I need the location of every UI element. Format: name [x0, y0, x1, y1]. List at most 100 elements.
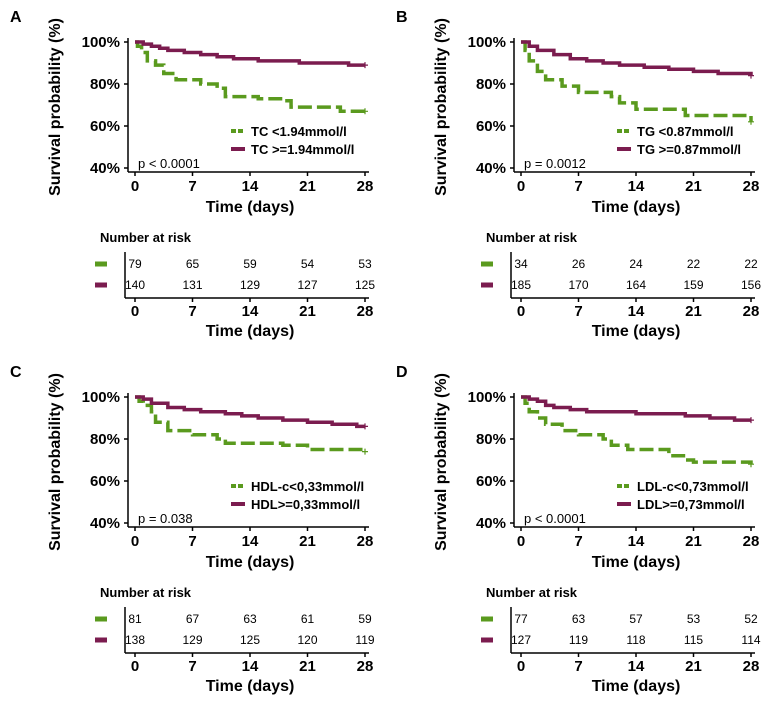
- x-tick-label: 7: [188, 533, 196, 550]
- risk-x-tick-label: 7: [188, 658, 196, 675]
- y-tick-label: 40%: [90, 515, 120, 532]
- legend-label: TC <1.94mmol/l: [251, 124, 347, 139]
- risk-value: 59: [358, 612, 372, 626]
- x-tick-label: 21: [299, 533, 316, 550]
- risk-value: 59: [243, 257, 257, 271]
- risk-value: 61: [301, 612, 315, 626]
- y-tick-label: 80%: [476, 76, 506, 93]
- risk-x-tick-label: 14: [628, 658, 645, 675]
- x-axis-label: Time (days): [206, 554, 295, 571]
- risk-x-tick-label: 0: [131, 658, 139, 675]
- risk-x-tick-label: 21: [685, 658, 702, 675]
- y-axis-label: Survival probability (%): [47, 18, 64, 196]
- risk-x-tick-label: 21: [299, 658, 316, 675]
- risk-value: 164: [626, 278, 646, 292]
- y-tick-label: 80%: [90, 76, 120, 93]
- risk-value: 79: [128, 257, 142, 271]
- censor-mark: [748, 417, 754, 424]
- x-tick-label: 14: [242, 178, 259, 195]
- x-tick-label: 28: [357, 533, 374, 550]
- risk-value: 54: [301, 257, 315, 271]
- y-tick-label: 60%: [90, 118, 120, 135]
- y-tick-label: 100%: [82, 34, 120, 51]
- series-line-high: [521, 395, 751, 422]
- y-tick-label: 60%: [476, 118, 506, 135]
- risk-value: 138: [125, 633, 145, 647]
- risk-value: 77: [514, 612, 528, 626]
- series-line-low: [521, 395, 753, 465]
- risk-x-tick-label: 28: [743, 303, 760, 320]
- risk-value: 129: [240, 278, 260, 292]
- x-tick-label: 21: [685, 178, 702, 195]
- risk-x-tick-label: 14: [242, 658, 259, 675]
- y-tick-label: 100%: [82, 389, 120, 406]
- panel-letter: A: [10, 9, 22, 26]
- y-axis-label: Survival probability (%): [433, 18, 450, 196]
- y-tick-label: 60%: [90, 473, 120, 490]
- risk-x-tick-label: 0: [517, 658, 525, 675]
- risk-value: 127: [297, 278, 317, 292]
- panel-d: D Survival probability (%) 40% 60% 80% 100% 0 7…: [386, 355, 772, 710]
- x-tick-label: 7: [574, 178, 582, 195]
- legend-label: LDL-c<0,73mmol/l: [637, 479, 749, 494]
- risk-value: 129: [182, 633, 202, 647]
- risk-value: 24: [629, 257, 643, 271]
- number-at-risk-title: Number at risk: [486, 230, 578, 245]
- panel-c: C Survival probability (%) 40% 60% 80% 100% 0 7…: [0, 355, 386, 710]
- risk-value: 53: [358, 257, 372, 271]
- risk-x-tick-label: 14: [242, 303, 259, 320]
- x-tick-label: 28: [743, 178, 760, 195]
- x-axis-label: Time (days): [592, 199, 681, 216]
- series-line-low: [135, 40, 365, 114]
- y-tick-label: 80%: [476, 431, 506, 448]
- risk-value: 120: [297, 633, 317, 647]
- risk-value: 185: [511, 278, 531, 292]
- y-axis-label: Survival probability (%): [433, 373, 450, 551]
- risk-value: 125: [240, 633, 260, 647]
- x-axis-label: Time (days): [592, 554, 681, 571]
- risk-x-tick-label: 21: [685, 303, 702, 320]
- legend-label: HDL-c<0,33mmol/l: [251, 479, 364, 494]
- km-chart-b: B Survival probability (%) 40% 60% 80% 100% 0 7…: [396, 9, 761, 340]
- risk-value: 26: [572, 257, 586, 271]
- number-at-risk-title: Number at risk: [486, 585, 578, 600]
- y-tick-label: 100%: [468, 389, 506, 406]
- risk-value: 22: [744, 257, 758, 271]
- risk-value: 119: [355, 633, 374, 647]
- censor-mark: [362, 448, 368, 455]
- panel-b: B Survival probability (%) 40% 60% 80% 100% 0 7…: [386, 0, 772, 355]
- risk-x-tick-label: 21: [299, 303, 316, 320]
- risk-value: 65: [186, 257, 200, 271]
- x-tick-label: 14: [628, 533, 645, 550]
- risk-x-tick-label: 7: [574, 658, 582, 675]
- number-at-risk-title: Number at risk: [100, 585, 192, 600]
- risk-x-axis-label: Time (days): [592, 678, 681, 695]
- panel-letter: C: [10, 364, 22, 381]
- x-tick-label: 21: [299, 178, 316, 195]
- risk-x-tick-label: 0: [131, 303, 139, 320]
- series-line-high: [135, 40, 365, 67]
- censor-mark: [748, 118, 754, 125]
- panel-letter: B: [396, 9, 408, 26]
- risk-value: 53: [687, 612, 701, 626]
- risk-x-tick-label: 28: [357, 658, 374, 675]
- censor-mark: [748, 72, 754, 79]
- risk-value: 159: [683, 278, 703, 292]
- x-tick-label: 14: [628, 178, 645, 195]
- x-tick-label: 28: [743, 533, 760, 550]
- risk-value: 131: [182, 278, 202, 292]
- risk-x-tick-label: 7: [188, 303, 196, 320]
- series-line-high: [521, 40, 753, 76]
- x-tick-label: 7: [188, 178, 196, 195]
- risk-value: 127: [511, 633, 531, 647]
- panel-letter: D: [396, 364, 408, 381]
- censor-mark: [362, 108, 368, 115]
- series-line-low: [521, 40, 753, 122]
- x-tick-label: 21: [685, 533, 702, 550]
- risk-value: 22: [687, 257, 701, 271]
- risk-x-axis-label: Time (days): [592, 323, 681, 340]
- x-tick-label: 0: [131, 178, 139, 195]
- series-line-high: [135, 395, 365, 429]
- risk-value: 63: [243, 612, 257, 626]
- risk-x-tick-label: 14: [628, 303, 645, 320]
